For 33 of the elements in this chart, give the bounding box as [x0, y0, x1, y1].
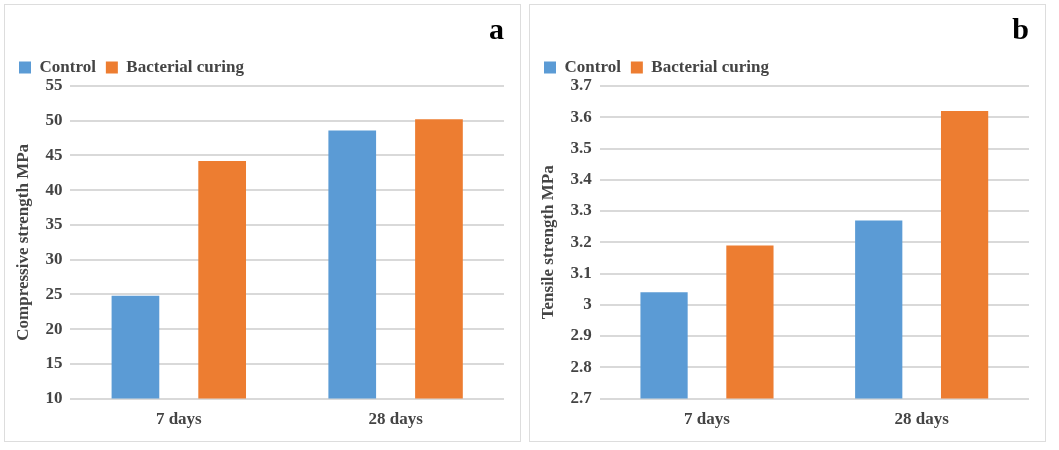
x-tick-label: 7 days: [684, 409, 731, 429]
y-tick-label: 3.3: [570, 200, 592, 220]
y-tick-label: 3.6: [570, 106, 592, 126]
y-tick-label: 45: [45, 144, 63, 164]
y-tick-label: 50: [45, 110, 63, 130]
y-tick-label: 2.8: [570, 356, 592, 376]
y-axis-title: Tensile strength MPa: [537, 164, 557, 320]
chart-title: a: [489, 11, 504, 45]
legend-label: Bacterial curing: [651, 56, 770, 76]
y-axis-title: Compressive strength MPa: [12, 143, 32, 341]
chart-title: b: [1012, 11, 1029, 45]
y-tick-label: 2.7: [570, 387, 593, 407]
y-tick-label: 3: [583, 294, 592, 314]
y-tick-label: 3.5: [570, 137, 592, 157]
y-tick-label: 30: [45, 249, 63, 269]
y-tick-label: 40: [45, 179, 63, 199]
y-tick-label: 20: [45, 318, 63, 338]
y-tick-label: 2.9: [570, 325, 592, 345]
x-tick-label: 28 days: [368, 409, 424, 429]
y-tick-label: 3.7: [570, 75, 593, 95]
y-tick-label: 25: [45, 283, 63, 303]
y-tick-label: 35: [45, 214, 63, 234]
y-tick-label: 3.1: [570, 262, 592, 282]
x-tick-label: 28 days: [894, 409, 950, 429]
y-tick-label: 15: [45, 353, 63, 373]
legend-label: Control: [564, 56, 622, 76]
y-tick-label: 55: [45, 75, 63, 95]
y-tick-label: 10: [45, 387, 63, 407]
y-tick-label: 3.4: [570, 169, 593, 189]
legend-label: Bacterial curing: [126, 56, 245, 76]
y-tick-label: 3.2: [570, 231, 592, 251]
legend-label: Control: [39, 56, 97, 76]
x-tick-label: 7 days: [155, 409, 203, 429]
